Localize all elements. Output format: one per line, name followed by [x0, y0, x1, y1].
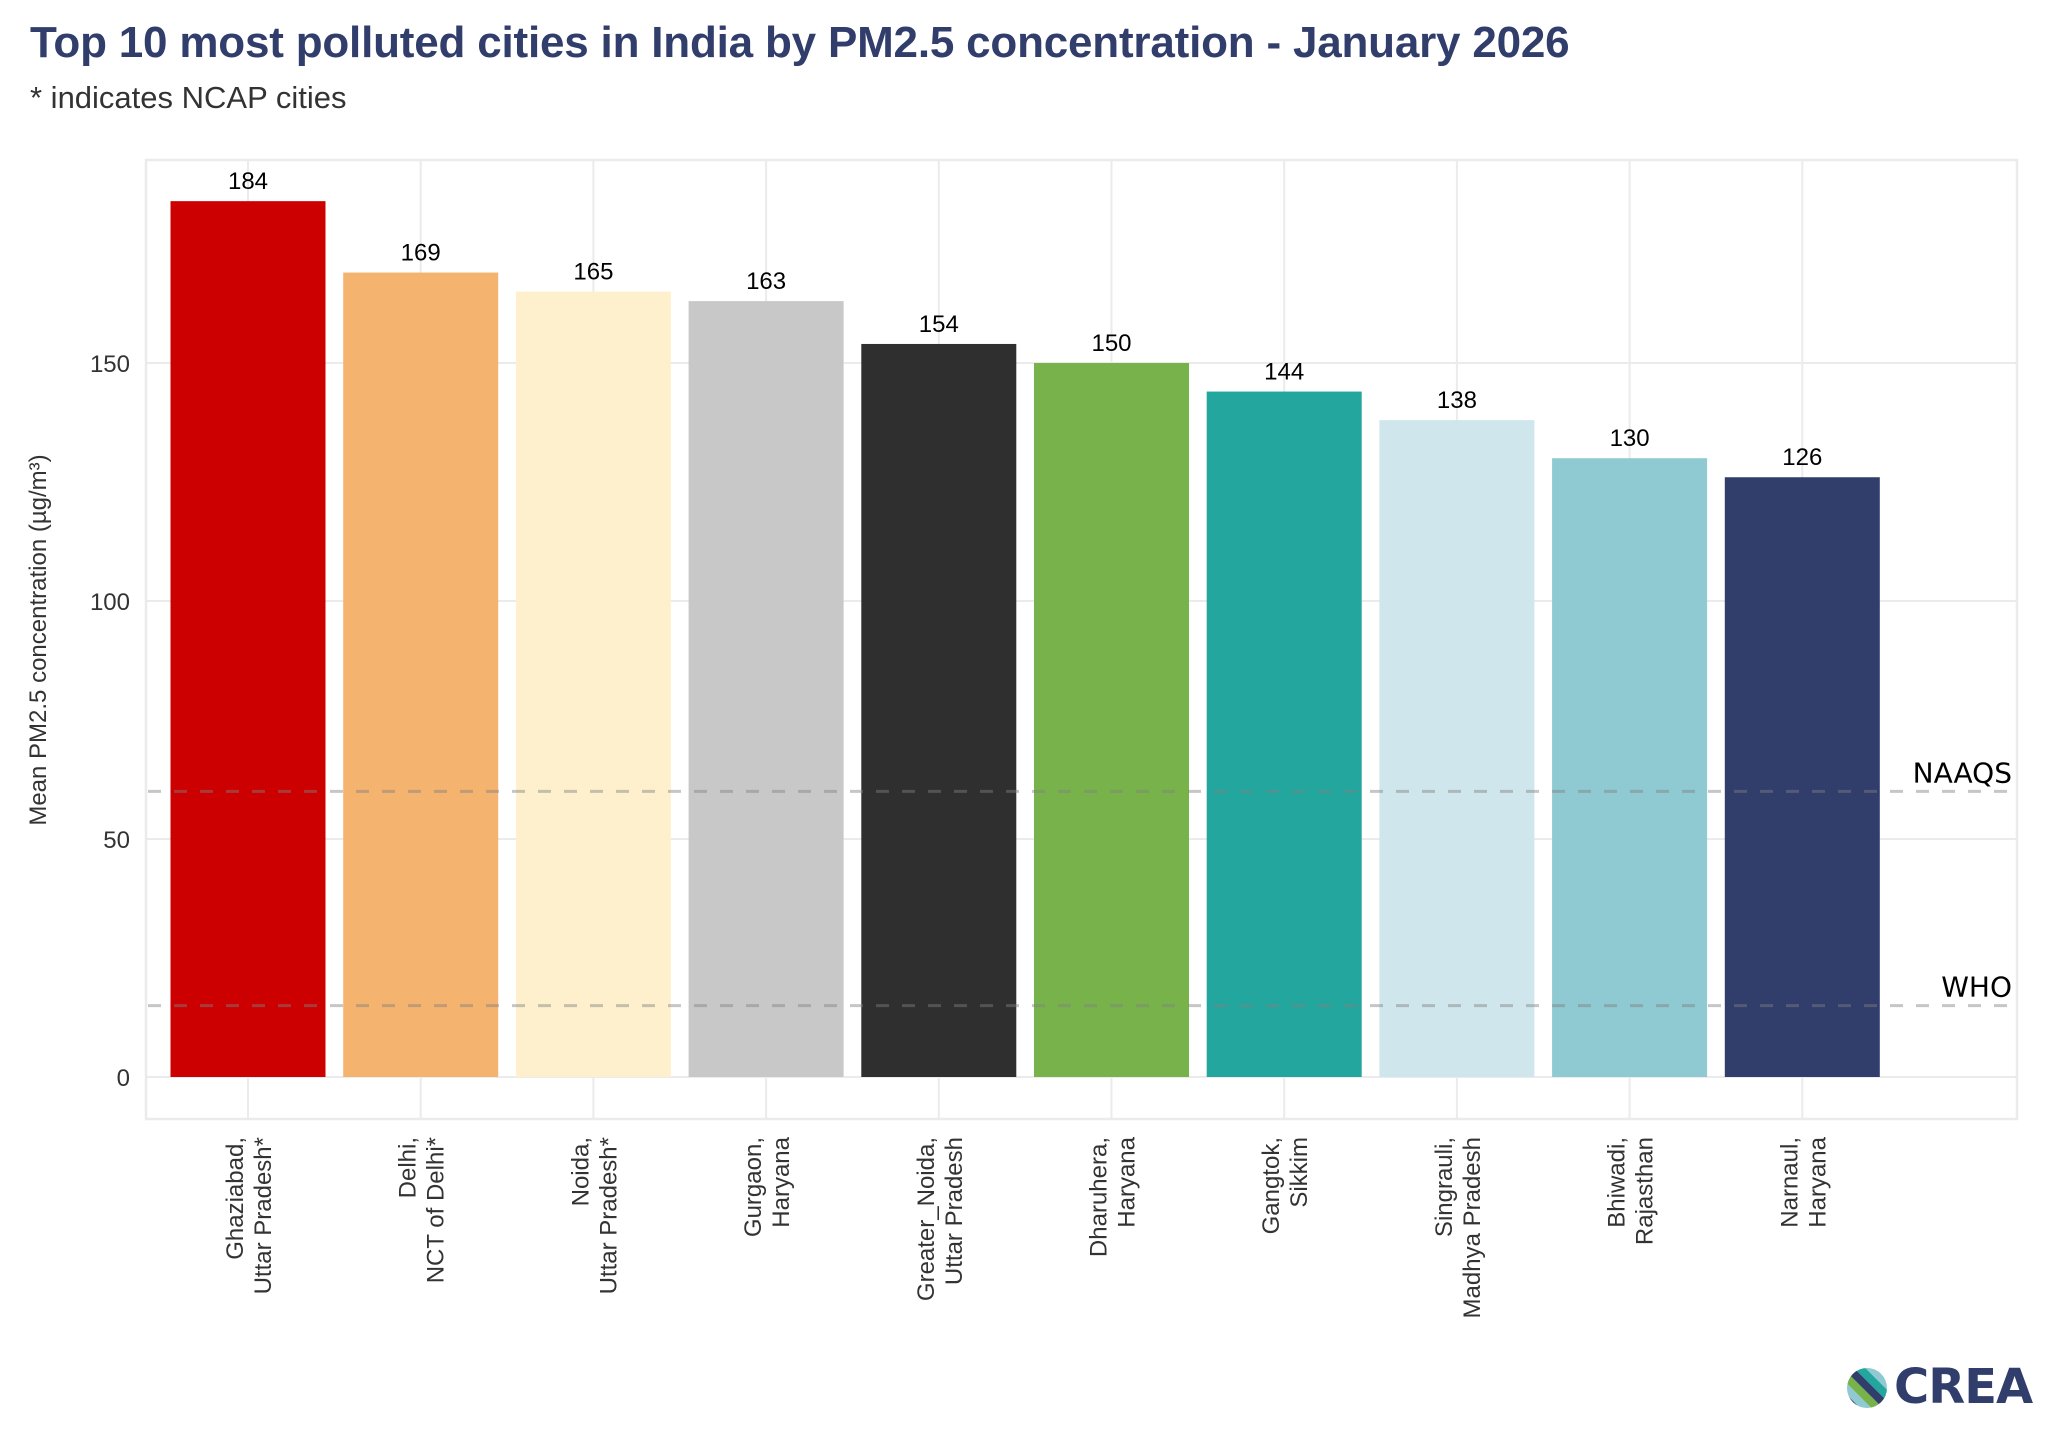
- bar: [1379, 420, 1535, 1077]
- x-tick-label: Bhiwadi, Rajasthan: [1604, 1137, 1659, 1245]
- bar: [515, 291, 671, 1078]
- data-label: 150: [1091, 330, 1131, 357]
- x-tick-label: Gangtok, Sikkim: [1258, 1137, 1313, 1234]
- x-tick-label-line: Gangtok,: [1258, 1137, 1285, 1234]
- chart-title: Top 10 most polluted cities in India by …: [30, 18, 1570, 67]
- x-tick-label-line: Haryana: [1804, 1136, 1831, 1227]
- bar: [688, 301, 844, 1077]
- bar: [861, 343, 1017, 1078]
- data-label: 163: [746, 268, 786, 295]
- x-tick-label-line: Rajasthan: [1632, 1137, 1659, 1245]
- bar: [170, 201, 326, 1077]
- x-tick-label: Gurgaon, Haryana: [740, 1136, 795, 1237]
- x-tick-label: Singrauli, Madhya Pradesh: [1431, 1137, 1486, 1318]
- data-label: 165: [573, 259, 613, 286]
- x-tick-label-line: Sikkim: [1286, 1137, 1313, 1208]
- logo-stripe: [1847, 1368, 1887, 1408]
- x-tick-label-line: NCT of Delhi*: [423, 1137, 450, 1283]
- x-tick-label: Delhi, NCT of Delhi*: [395, 1137, 450, 1283]
- x-tick-label: Greater_Noida, Uttar Pradesh: [913, 1137, 968, 1301]
- x-tick-label: Narnaul, Haryana: [1776, 1136, 1831, 1227]
- bar: [1206, 391, 1362, 1077]
- data-label: 184: [228, 168, 268, 195]
- y-tick-label: 100: [90, 589, 130, 616]
- logo-stripe: [1847, 1371, 1887, 1408]
- y-tick-label: 150: [90, 351, 130, 378]
- x-tick-label-line: Narnaul,: [1776, 1137, 1803, 1228]
- x-tick-label: Ghaziabad, Uttar Pradesh*: [222, 1137, 277, 1294]
- logo-stripe: [1852, 1368, 1887, 1408]
- reference-lines: NAAQS WHO: [148, 756, 2015, 1008]
- x-tick-label-line: Madhya Pradesh: [1459, 1137, 1486, 1318]
- x-tick-label-line: Haryana: [768, 1136, 795, 1227]
- x-tick-label-line: Noida,: [567, 1137, 594, 1206]
- x-tick-label-line: Gurgaon,: [740, 1137, 767, 1237]
- bar: [343, 272, 499, 1077]
- x-tick-label-line: Delhi,: [395, 1137, 422, 1198]
- x-tick-label-line: Uttar Pradesh: [941, 1137, 968, 1285]
- x-tick-label: Noida, Uttar Pradesh*: [567, 1137, 622, 1294]
- data-label: 130: [1610, 425, 1650, 452]
- y-tick-label: 0: [117, 1065, 130, 1092]
- data-label: 138: [1437, 387, 1477, 414]
- x-tick-label-line: Ghaziabad,: [222, 1137, 249, 1260]
- x-tick-label-line: Singrauli,: [1431, 1137, 1458, 1237]
- x-tick-label-line: Uttar Pradesh*: [250, 1137, 277, 1294]
- bar: [1552, 458, 1708, 1077]
- y-tick-label: 50: [103, 827, 130, 854]
- x-tick-label-line: Bhiwadi,: [1604, 1137, 1631, 1228]
- crea-logo: CREA: [1846, 1359, 2033, 1415]
- x-tick-label-line: Haryana: [1114, 1136, 1141, 1227]
- panel-border: [144, 158, 2019, 1121]
- x-tick-label-line: Greater_Noida,: [913, 1137, 940, 1301]
- logo-stripe: [1847, 1368, 1887, 1408]
- y-axis-title: Mean PM2.5 concentration (µg/m³): [25, 454, 52, 825]
- x-tick-label-line: Dharuhera,: [1086, 1137, 1113, 1257]
- logo-stripe: [1847, 1368, 1887, 1408]
- data-label: 126: [1782, 444, 1822, 471]
- bars: [170, 201, 1880, 1078]
- x-tick-label-line: Uttar Pradesh*: [595, 1137, 622, 1294]
- chart-subtitle: * indicates NCAP cities: [30, 80, 347, 115]
- bar: [1724, 477, 1880, 1077]
- data-label: 144: [1264, 359, 1304, 386]
- data-label: 154: [919, 311, 959, 338]
- crea-logo-icon: [1847, 1368, 1887, 1408]
- reference-label-who: WHO: [1941, 971, 2012, 1004]
- crea-logo-text: CREA: [1894, 1359, 2033, 1415]
- x-tick-label: Dharuhera, Haryana: [1086, 1136, 1141, 1257]
- reference-label-naaqs: NAAQS: [1913, 756, 2012, 789]
- data-label: 169: [401, 240, 441, 267]
- bar: [1034, 363, 1189, 1077]
- data-labels: 184 169 165 163 154 150 144 138 130 126: [228, 168, 1822, 471]
